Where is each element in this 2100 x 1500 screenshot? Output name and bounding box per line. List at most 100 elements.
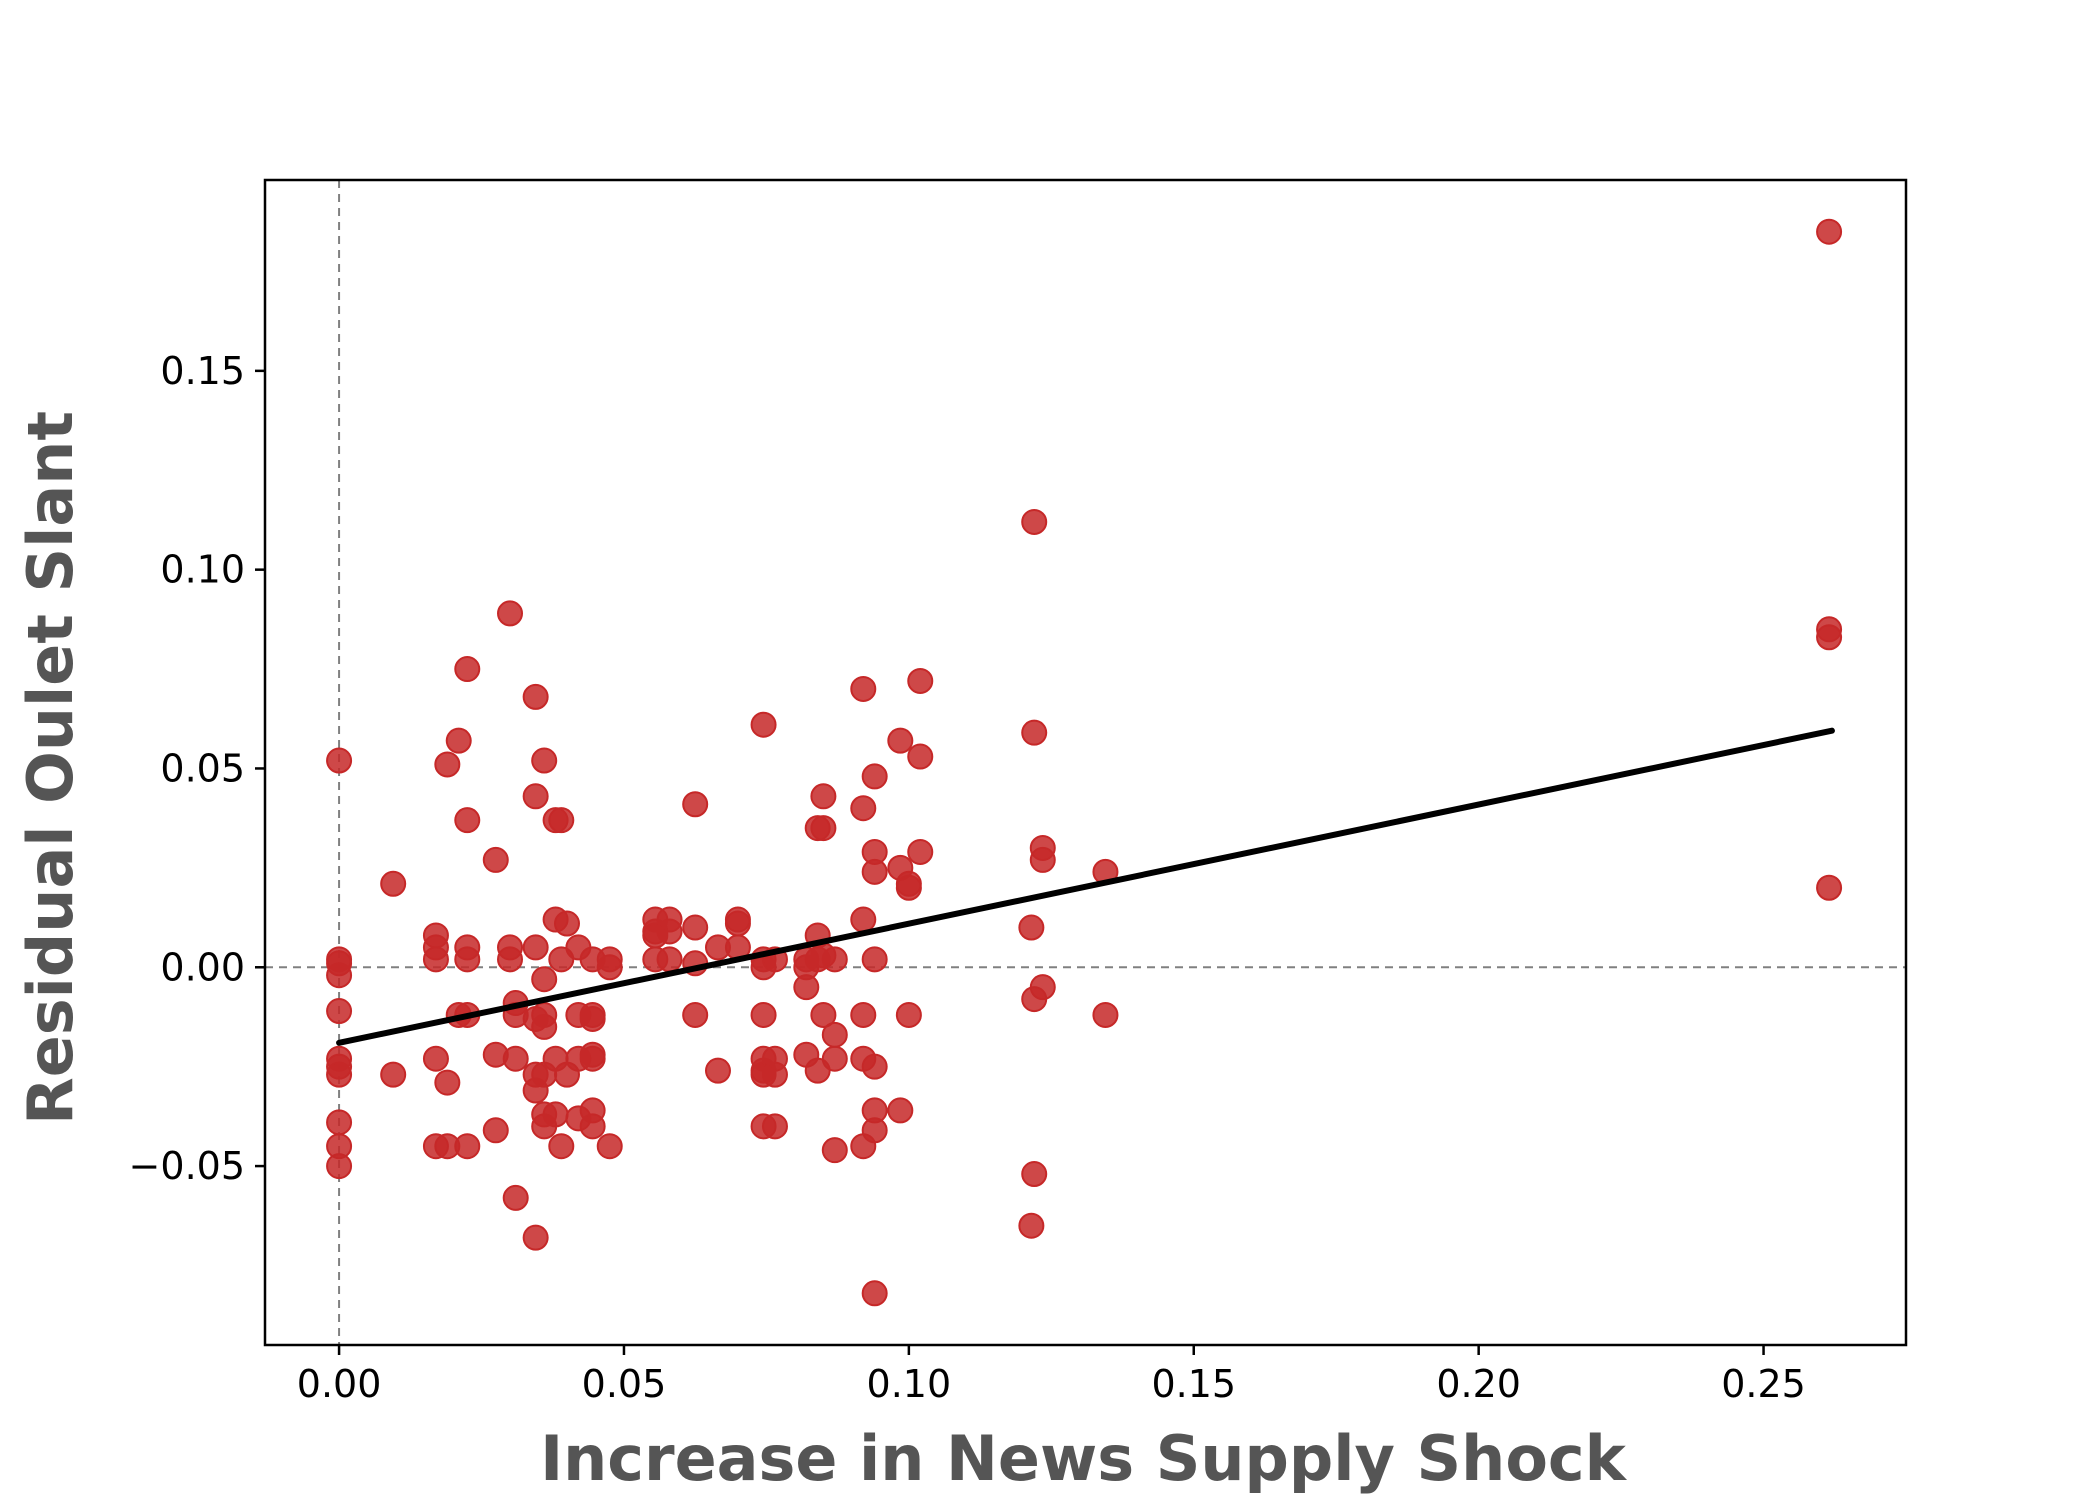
scatter-point: [422, 946, 449, 973]
scatter-point: [821, 1021, 848, 1048]
scatter-point: [793, 974, 820, 1001]
scatter-point: [326, 998, 353, 1025]
y-tick-label: 0.10: [160, 548, 245, 592]
scatter-point: [907, 743, 934, 770]
x-tick-label: 0.00: [297, 1362, 382, 1406]
scatter-point: [326, 747, 353, 774]
scatter-point: [861, 1053, 888, 1080]
scatter-point: [579, 1005, 606, 1032]
scatter-point: [1029, 846, 1056, 873]
scatter-point: [326, 962, 353, 989]
scatter-point: [596, 1133, 623, 1160]
x-tick-label: 0.25: [1721, 1362, 1806, 1406]
scatter-point: [887, 727, 914, 754]
scatter-point: [861, 946, 888, 973]
scatter-point: [750, 1001, 777, 1028]
scatter-point: [531, 1013, 558, 1040]
x-tick-label: 0.10: [867, 1362, 952, 1406]
scatter-point: [553, 910, 580, 937]
y-tick-label: 0.00: [160, 945, 245, 989]
y-axis-title: Residual Oulet Slant: [14, 411, 87, 1125]
scatter-point: [810, 783, 837, 810]
scatter-point: [1021, 1161, 1048, 1188]
scatter-point: [1018, 1212, 1045, 1239]
y-tick-label: −0.05: [129, 1144, 245, 1188]
scatter-point: [422, 1045, 449, 1072]
scatter-point: [704, 1057, 731, 1084]
scatter-point: [656, 918, 683, 945]
scatter-point: [656, 946, 683, 973]
scatter-point: [454, 946, 481, 973]
x-axis-title: Increase in News Supply Shock: [540, 1422, 1628, 1495]
scatter-point: [548, 807, 575, 834]
scatter-point: [682, 791, 709, 818]
scatter-point: [861, 763, 888, 790]
scatter-point: [821, 1045, 848, 1072]
scatter-point: [531, 747, 558, 774]
scatter-point: [850, 906, 877, 933]
scatter-point: [861, 1117, 888, 1144]
scatter-point: [1816, 218, 1843, 245]
scatter-point: [497, 946, 524, 973]
scatter-point: [542, 1101, 569, 1128]
x-tick-label: 0.05: [582, 1362, 667, 1406]
scatter-point: [482, 846, 509, 873]
scatter-point: [445, 727, 472, 754]
scatter-point: [907, 838, 934, 865]
scatter-point: [522, 1224, 549, 1251]
scatter-point: [482, 1117, 509, 1144]
scatter-point: [761, 1113, 788, 1140]
scatter-point: [861, 1280, 888, 1307]
scatter-point: [1816, 624, 1843, 651]
scatter-point: [907, 667, 934, 694]
scatter-point: [502, 1045, 529, 1072]
scatter-point: [887, 1097, 914, 1124]
scatter-point: [454, 1133, 481, 1160]
scatter-point: [502, 1184, 529, 1211]
scatter-point: [1816, 874, 1843, 901]
scatter-point: [579, 1113, 606, 1140]
scatter-point: [1021, 719, 1048, 746]
scatter-point: [750, 711, 777, 738]
scatter-point: [434, 751, 461, 778]
scatter-point: [454, 807, 481, 834]
y-tick-label: 0.15: [160, 349, 245, 393]
scatter-point: [380, 870, 407, 897]
scatter-point: [497, 600, 524, 627]
plot-area-frame: [263, 178, 1908, 1347]
scatter-point: [531, 966, 558, 993]
scatter-point: [326, 1109, 353, 1136]
scatter-point: [895, 874, 922, 901]
scatter-point: [1029, 974, 1056, 1001]
scatter-point: [548, 1133, 575, 1160]
scatter-point: [861, 858, 888, 885]
scatter-point: [850, 1001, 877, 1028]
scatter-point: [522, 934, 549, 961]
x-tick-label: 0.20: [1436, 1362, 1521, 1406]
scatter-point: [1021, 508, 1048, 535]
regression-fit-line: [336, 727, 1835, 1046]
scatter-point: [434, 1069, 461, 1096]
scatter-point: [850, 675, 877, 702]
scatter-point: [454, 656, 481, 683]
scatter-point: [850, 795, 877, 822]
scatter-point: [682, 914, 709, 941]
scatter-point: [761, 1061, 788, 1088]
scatter-point: [522, 683, 549, 710]
scatter-point: [810, 1001, 837, 1028]
scatter-point: [724, 910, 751, 937]
scatter-point: [326, 1153, 353, 1180]
scatter-point: [821, 946, 848, 973]
scatter-point: [1018, 914, 1045, 941]
scatter-point: [810, 815, 837, 842]
scatter-point: [522, 783, 549, 810]
x-tick-label: 0.15: [1151, 1362, 1236, 1406]
scatter-point: [895, 1001, 922, 1028]
scatter-point: [326, 1061, 353, 1088]
scatter-point: [380, 1061, 407, 1088]
scatter-point: [682, 1001, 709, 1028]
scatter-point: [1092, 1001, 1119, 1028]
scatter-point: [821, 1137, 848, 1164]
scatter-point: [596, 954, 623, 981]
